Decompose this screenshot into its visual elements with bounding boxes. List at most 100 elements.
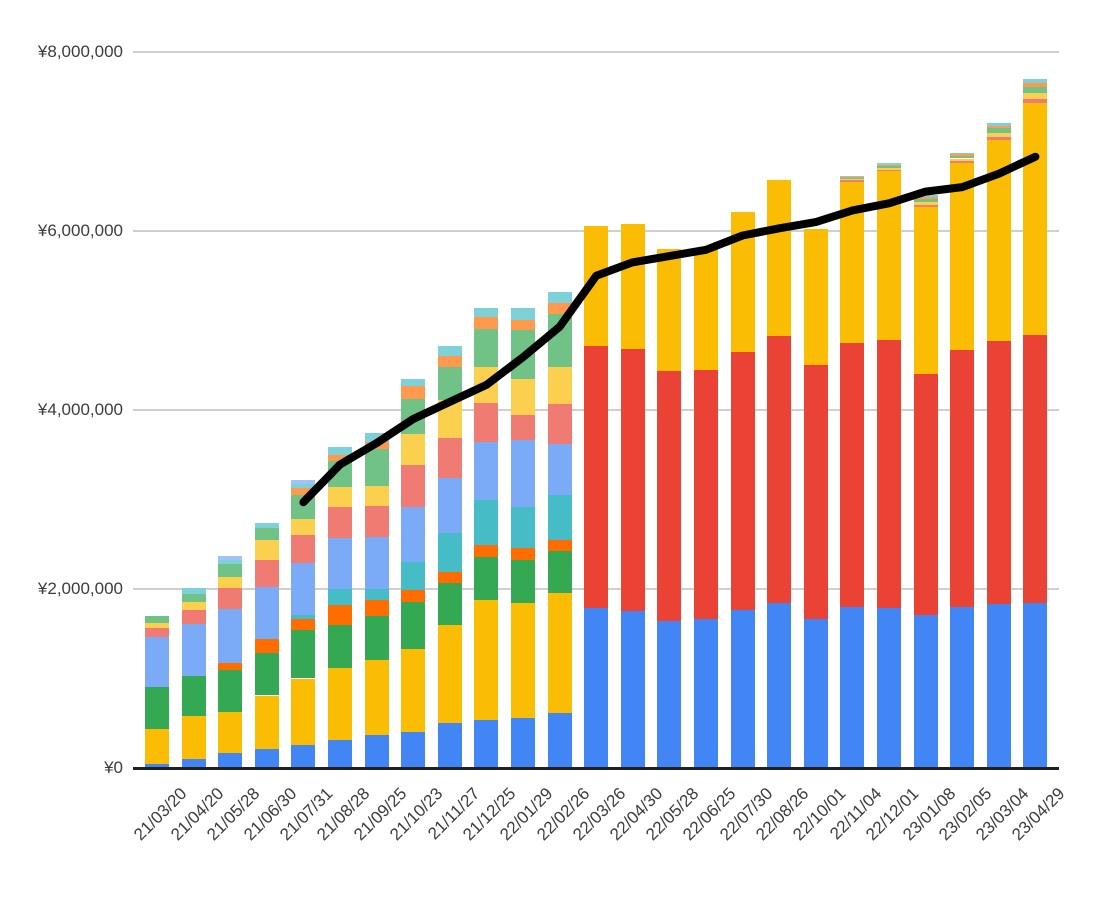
bar-segment-yellow[interactable] <box>767 179 792 337</box>
bar-segment-red[interactable] <box>840 343 865 607</box>
bar-segment-teal[interactable] <box>291 614 316 619</box>
bar-segment-yellow[interactable] <box>694 247 718 370</box>
bar-segment-pale-cyan[interactable] <box>181 587 206 594</box>
bar-segment-light-blue[interactable] <box>437 478 462 534</box>
bar-segment-yellow[interactable] <box>145 728 169 764</box>
bar-segment-light-yellow[interactable] <box>437 399 462 439</box>
bar-segment-blue[interactable] <box>218 752 243 768</box>
bar-segment-pale-blue[interactable] <box>291 479 316 484</box>
bar-segment-red[interactable] <box>986 341 1011 605</box>
bar-segment-light-yellow[interactable] <box>547 367 572 404</box>
bar-segment-blue[interactable] <box>401 731 426 768</box>
bar-segment-light-orange[interactable] <box>401 386 426 399</box>
bar-segment-light-green[interactable] <box>218 563 243 578</box>
bar-segment-blue[interactable] <box>730 610 755 768</box>
bar-segment-light-green[interactable] <box>547 313 572 368</box>
bar-segment-light-orange[interactable] <box>511 319 535 331</box>
bar-segment-pale-cyan[interactable] <box>364 432 389 443</box>
bar-segment-pale-cyan[interactable] <box>913 195 938 198</box>
bar-segment-light-yellow[interactable] <box>254 540 279 560</box>
bar-segment-blue[interactable] <box>181 759 206 768</box>
bar-segment-salmon[interactable] <box>877 169 901 172</box>
bar-segment-orange[interactable] <box>437 571 462 584</box>
bar-segment-yellow[interactable] <box>913 206 938 375</box>
bar-segment-light-orange[interactable] <box>547 303 572 314</box>
bar-segment-blue[interactable] <box>474 720 499 768</box>
bar-segment-salmon[interactable] <box>511 414 535 440</box>
bar-segment-salmon[interactable] <box>181 609 206 624</box>
bar-segment-light-yellow[interactable] <box>511 379 535 415</box>
bar-segment-pale-cyan[interactable] <box>1023 79 1048 84</box>
bar-segment-light-yellow[interactable] <box>877 167 901 170</box>
bar-segment-blue[interactable] <box>694 618 718 768</box>
bar-segment-blue[interactable] <box>364 734 389 768</box>
bar-segment-light-orange[interactable] <box>328 454 352 462</box>
bar-segment-pale-cyan[interactable] <box>401 379 426 387</box>
bar-segment-salmon[interactable] <box>913 204 938 207</box>
bar-segment-blue[interactable] <box>437 723 462 768</box>
bar-segment-teal[interactable] <box>328 589 352 605</box>
bar-segment-salmon[interactable] <box>950 161 975 164</box>
bar-segment-light-orange[interactable] <box>913 197 938 199</box>
bar-segment-green[interactable] <box>401 601 426 649</box>
bar-segment-yellow[interactable] <box>1023 103 1048 335</box>
bar-segment-green[interactable] <box>181 675 206 717</box>
bar-segment-red[interactable] <box>767 336 792 604</box>
bar-segment-light-yellow[interactable] <box>218 577 243 588</box>
bar-segment-light-orange[interactable] <box>986 125 1011 129</box>
bar-segment-yellow[interactable] <box>511 603 535 719</box>
bar-segment-blue[interactable] <box>803 618 828 768</box>
bar-segment-salmon[interactable] <box>145 628 169 638</box>
bar-segment-light-orange[interactable] <box>474 317 499 329</box>
bar-segment-salmon[interactable] <box>291 535 316 564</box>
bar-segment-red[interactable] <box>877 339 901 609</box>
bar-segment-orange[interactable] <box>291 618 316 631</box>
bar-segment-blue[interactable] <box>511 718 535 768</box>
bar-segment-pale-cyan[interactable] <box>437 346 462 356</box>
bar-segment-yellow[interactable] <box>364 659 389 735</box>
bar-segment-green[interactable] <box>145 686 169 729</box>
bar-segment-yellow[interactable] <box>254 695 279 750</box>
bar-segment-green[interactable] <box>474 556 499 601</box>
bar-segment-light-blue[interactable] <box>474 441 499 500</box>
bar-segment-blue[interactable] <box>145 763 169 768</box>
bar-segment-green[interactable] <box>328 624 352 669</box>
bar-segment-yellow[interactable] <box>291 678 316 746</box>
bar-segment-light-green[interactable] <box>328 461 352 487</box>
bar-segment-yellow[interactable] <box>657 249 682 371</box>
bar-segment-red[interactable] <box>620 349 645 612</box>
bar-segment-salmon[interactable] <box>401 465 426 508</box>
bar-segment-pale-cyan[interactable] <box>511 307 535 320</box>
bar-segment-blue[interactable] <box>840 606 865 768</box>
bar-segment-light-green[interactable] <box>913 198 938 202</box>
bar-segment-light-green[interactable] <box>254 527 279 541</box>
bar-segment-orange[interactable] <box>401 590 426 602</box>
bar-segment-yellow[interactable] <box>803 228 828 366</box>
bar-segment-light-green[interactable] <box>291 495 316 519</box>
bar-segment-light-orange[interactable] <box>877 164 901 166</box>
bar-segment-pale-blue[interactable] <box>218 555 243 560</box>
bar-segment-salmon[interactable] <box>986 136 1011 141</box>
bar-segment-orange[interactable] <box>218 662 243 670</box>
bar-segment-green[interactable] <box>364 615 389 660</box>
bar-segment-light-blue[interactable] <box>328 537 352 590</box>
bar-segment-blue[interactable] <box>950 607 975 768</box>
bar-segment-pale-cyan[interactable] <box>986 123 1011 126</box>
bar-segment-light-yellow[interactable] <box>913 201 938 205</box>
bar-segment-light-yellow[interactable] <box>145 623 169 629</box>
bar-segment-blue[interactable] <box>620 611 645 768</box>
bar-segment-salmon[interactable] <box>254 559 279 587</box>
bar-segment-yellow[interactable] <box>218 711 243 753</box>
bar-segment-light-orange[interactable] <box>1023 83 1048 88</box>
bar-segment-blue[interactable] <box>877 608 901 768</box>
bar-segment-blue[interactable] <box>657 620 682 768</box>
bar-segment-green[interactable] <box>437 583 462 625</box>
bar-segment-blue[interactable] <box>291 745 316 768</box>
bar-segment-orange[interactable] <box>511 548 535 560</box>
bar-segment-pale-cyan[interactable] <box>877 163 901 165</box>
bar-segment-red[interactable] <box>950 349 975 608</box>
bar-segment-light-green[interactable] <box>511 330 535 380</box>
bar-segment-orange[interactable] <box>254 639 279 653</box>
bar-segment-light-green[interactable] <box>437 367 462 400</box>
bar-segment-pale-cyan[interactable] <box>328 447 352 455</box>
